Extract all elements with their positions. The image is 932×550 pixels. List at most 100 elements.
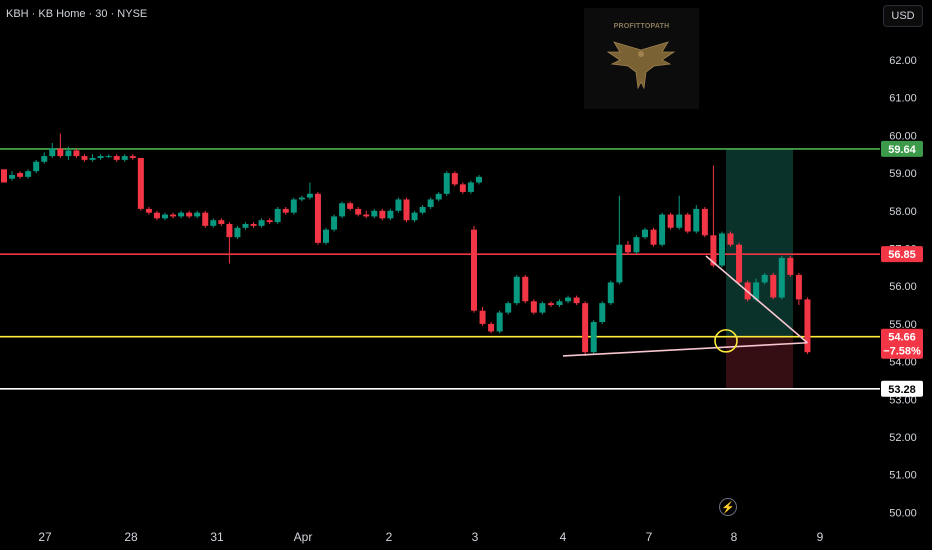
price-tag-green (881, 140, 923, 157)
symbol: KBH (6, 8, 29, 20)
candle-body (306, 193, 313, 198)
candle-body (129, 156, 136, 158)
price-tag-label: 54.66 (888, 332, 916, 344)
y-tick-label: 52.00 (889, 432, 917, 444)
candle-body (539, 303, 546, 313)
price-tag-label: 56.85 (888, 249, 916, 261)
price-tag-label: 59.64 (888, 144, 916, 156)
x-tick-label: 9 (817, 530, 824, 544)
candle-body (266, 220, 273, 223)
candle-body (57, 148, 64, 157)
y-tick-label: 53.00 (889, 394, 917, 406)
candle-body (753, 282, 760, 300)
candle-body (331, 216, 338, 230)
interval: 30 (95, 8, 108, 20)
candle-body (435, 193, 442, 200)
candle-body (684, 214, 691, 232)
y-tick-label: 55.00 (889, 319, 917, 331)
candle-body (778, 257, 785, 298)
candle-body (590, 322, 597, 353)
y-tick-label: 54.00 (889, 357, 917, 369)
candle-body (33, 161, 40, 172)
price-tag-label: 53.28 (888, 384, 916, 396)
candle-body (530, 301, 537, 313)
currency-button[interactable]: USD (883, 5, 923, 27)
candle-body (607, 282, 614, 304)
company-name: KB Home (38, 8, 86, 20)
candle-body (105, 156, 112, 158)
candle-body (556, 301, 563, 306)
candle-body (379, 210, 386, 219)
x-tick-label: Apr (294, 530, 313, 544)
candle-body (582, 303, 589, 353)
candle-body (624, 244, 631, 253)
trendline-lower (562, 341, 808, 357)
watermark-text: PROFITTOPATH (613, 23, 670, 30)
candle-body (81, 156, 88, 160)
candle-body (113, 156, 120, 160)
candle-body (137, 157, 144, 209)
candle-body (41, 156, 48, 162)
candle-body (616, 244, 623, 283)
candle-body (770, 274, 777, 298)
candle-body (650, 229, 657, 245)
candle-body (411, 212, 418, 221)
y-tick-label: 58.00 (889, 206, 917, 218)
candle-body (186, 212, 193, 217)
candle-body (234, 227, 241, 238)
candle-body (89, 157, 96, 160)
candle-body (202, 212, 209, 226)
candle-body (443, 173, 450, 194)
exchange: NYSE (117, 8, 148, 20)
candle-body (659, 214, 666, 245)
price-tag-yellow (881, 328, 923, 359)
x-tick-label: 27 (38, 530, 52, 544)
x-tick-label: 7 (646, 530, 653, 544)
x-tick-label: 31 (210, 530, 224, 544)
watermark-logo: PROFITTOPATH (584, 8, 699, 109)
x-tick-label: 28 (124, 530, 138, 544)
candle-body (73, 150, 80, 157)
candle-body (274, 208, 281, 223)
candle-body (419, 207, 426, 213)
candle-body (363, 214, 370, 217)
candle-body (387, 210, 394, 219)
candle-body (242, 223, 249, 228)
candle-body (451, 173, 458, 185)
y-tick-label: 61.00 (889, 93, 917, 105)
candle-body (323, 229, 329, 243)
y-tick-label: 50.00 (889, 507, 917, 519)
y-tick-label: 51.00 (889, 470, 917, 482)
candle-body (162, 214, 168, 219)
candle-body (718, 233, 725, 266)
x-tick-label: 8 (731, 530, 738, 544)
candle-body (65, 150, 72, 157)
y-tick-label: 56.00 (889, 281, 917, 293)
candle-body (795, 274, 802, 300)
candle-body (642, 229, 648, 238)
candle-body (17, 173, 24, 177)
eagle-icon (606, 41, 676, 90)
candle-body (565, 297, 572, 302)
candle-body (787, 257, 794, 275)
candle-body (522, 276, 529, 302)
lightning-icon[interactable]: ⚡ (719, 498, 737, 516)
candle-body (479, 310, 486, 324)
price-tag-change: −7.58% (883, 346, 921, 358)
candle-body (9, 174, 16, 179)
y-tick-label: 60.00 (889, 130, 917, 142)
candle-body (701, 208, 708, 236)
candle-body (371, 210, 378, 217)
candle-body (761, 274, 768, 283)
candle-body (471, 229, 477, 311)
candle-body (403, 199, 410, 221)
candle-body (547, 303, 554, 306)
x-tick-label: 3 (472, 530, 479, 544)
candle-body (153, 212, 160, 219)
candle-body (282, 208, 289, 213)
chart-title: KBH · KB Home · 30 · NYSE (6, 8, 148, 20)
candle-body (467, 182, 474, 192)
candle-body (121, 156, 128, 160)
candle-body (1, 169, 7, 183)
